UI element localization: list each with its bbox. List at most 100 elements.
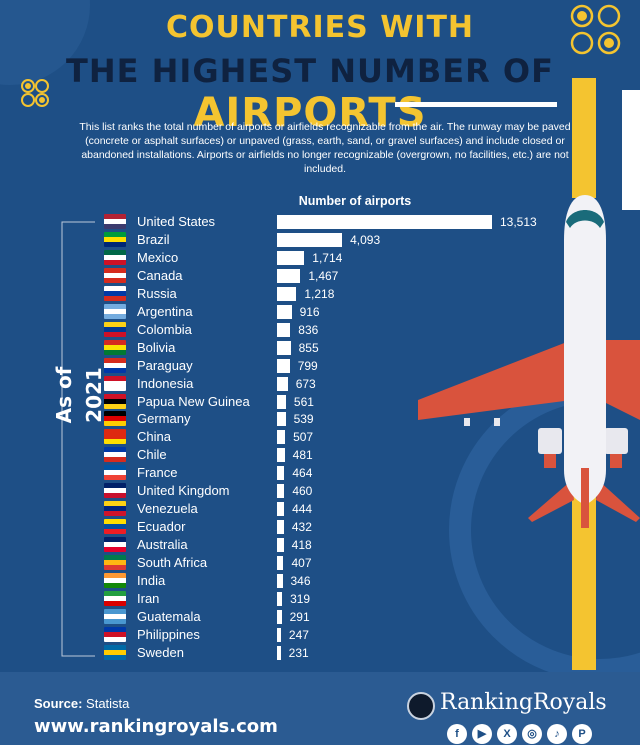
country-label: Papua New Guinea <box>137 393 250 409</box>
value-label: 855 <box>298 340 319 355</box>
value-label: 291 <box>289 609 310 624</box>
source: Source: Statista <box>34 696 129 711</box>
value-header: Number of airports <box>298 194 412 208</box>
bar-row: Paraguay 799 <box>0 357 640 375</box>
country-label: India <box>137 573 166 588</box>
venezuela-flag-icon <box>104 501 126 517</box>
china-flag-icon <box>104 429 126 445</box>
country-label: Chile <box>137 447 167 463</box>
uk-flag-icon <box>104 483 126 499</box>
country-label: Paraguay <box>137 357 193 373</box>
x-icon[interactable]: X <box>497 724 517 744</box>
country-label: Bolivia <box>137 339 176 355</box>
value-label: 1,218 <box>304 286 335 301</box>
bar <box>277 538 284 553</box>
value-label: 407 <box>291 556 312 571</box>
country-label: South Africa <box>137 555 208 571</box>
tiktok-icon[interactable]: ♪ <box>547 724 567 744</box>
value-label: 13,513 <box>500 215 537 229</box>
bar-row: France 464 <box>0 464 640 482</box>
germany-flag-icon <box>104 411 126 427</box>
country-label: Canada <box>137 267 183 283</box>
chile-flag-icon <box>104 447 126 463</box>
value-label: 247 <box>288 627 309 642</box>
bar-row: Indonesia 673 <box>0 375 640 393</box>
bar <box>277 645 281 660</box>
bar <box>277 232 343 247</box>
bar-row: Brazil 4,093 <box>0 231 640 249</box>
instagram-icon[interactable]: ◎ <box>522 724 542 744</box>
bar <box>277 484 285 499</box>
source-label: Source: <box>34 696 83 711</box>
bar-row: Chile 481 <box>0 446 640 464</box>
bar-row: Argentina 916 <box>0 303 640 321</box>
bar-row: Russia 1,218 <box>0 285 640 303</box>
pinterest-icon[interactable]: P <box>572 724 592 744</box>
country-label: Indonesia <box>137 375 194 391</box>
bar <box>277 466 285 481</box>
mexico-flag-icon <box>104 249 126 265</box>
rings-left-icon <box>21 79 49 107</box>
bar-row: Philippines 247 <box>0 626 640 644</box>
bar-row: Mexico 1,714 <box>0 249 640 267</box>
value-label: 673 <box>295 376 316 391</box>
bar <box>277 286 297 301</box>
description: This list ranks the total number of airp… <box>79 121 571 175</box>
value-label: 507 <box>293 430 314 445</box>
india-flag-icon <box>104 573 126 588</box>
brazil-flag-icon <box>104 231 126 247</box>
country-label: Australia <box>137 537 188 553</box>
bar <box>277 591 283 606</box>
bar <box>277 376 288 391</box>
as-of-bracket <box>61 221 95 657</box>
country-label: France <box>137 465 178 481</box>
runway-bar-top <box>572 78 596 198</box>
bar <box>277 412 286 427</box>
country-label: Colombia <box>137 321 192 337</box>
value-label: 1,467 <box>308 268 339 283</box>
country-label: Germany <box>137 411 191 427</box>
russia-flag-icon <box>104 285 126 301</box>
value-label: 916 <box>299 304 320 319</box>
bar-row: China 507 <box>0 428 640 446</box>
title-line-2-accent: AIRPORTS <box>193 90 427 136</box>
source-value: Statista <box>86 696 130 711</box>
bar <box>277 322 291 337</box>
bar <box>277 627 281 642</box>
philippines-flag-icon <box>104 626 126 642</box>
title-line-2-main: THE HIGHEST NUMBER OF <box>66 52 554 90</box>
indonesia-flag-icon <box>104 375 126 391</box>
facebook-icon[interactable]: f <box>447 724 467 744</box>
youtube-icon[interactable]: ▶ <box>472 724 492 744</box>
value-label: 418 <box>291 538 312 553</box>
bar-row: South Africa 407 <box>0 554 640 572</box>
rings-left-fill-icon <box>25 83 45 103</box>
bar <box>277 250 305 265</box>
sweden-flag-icon <box>104 644 126 660</box>
paraguay-flag-icon <box>104 357 126 373</box>
value-label: 481 <box>292 448 313 463</box>
background-circle-top <box>0 0 90 85</box>
value-label: 1,714 <box>312 250 343 265</box>
website-link[interactable]: www.rankingroyals.com <box>34 716 278 737</box>
value-label: 836 <box>298 322 319 337</box>
value-label: 539 <box>293 412 314 427</box>
bar-row: India 346 <box>0 572 640 590</box>
bar-row: Canada 1,467 <box>0 267 640 285</box>
bar <box>277 430 286 445</box>
bar <box>277 340 291 355</box>
bar <box>277 574 283 588</box>
australia-flag-icon <box>104 537 126 553</box>
bar-row: Colombia 836 <box>0 321 640 339</box>
country-label: Ecuador <box>137 519 186 535</box>
ecuador-flag-icon <box>104 519 126 535</box>
png-flag-icon <box>104 393 126 409</box>
country-label: Venezuela <box>137 501 198 517</box>
value-label: 561 <box>293 394 314 409</box>
country-label: China <box>137 429 171 445</box>
bar <box>277 268 301 283</box>
title-line-1: COUNTRIES WITH <box>165 10 475 45</box>
guatemala-flag-icon <box>104 608 126 624</box>
bar-row: Ecuador 432 <box>0 518 640 536</box>
bar <box>277 304 292 319</box>
